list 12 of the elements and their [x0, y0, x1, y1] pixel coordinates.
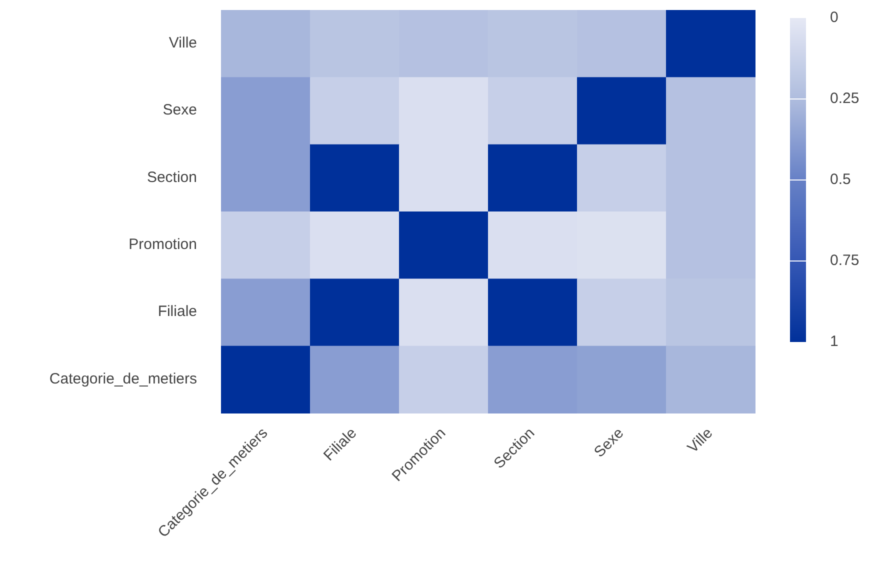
color-bar-label: 0.25	[830, 90, 860, 107]
color-bar-label: 0.5	[830, 170, 851, 188]
x-tick-label: Ville	[684, 424, 716, 456]
color-bar-label: 1	[830, 332, 838, 350]
y-tick-label: Section	[146, 168, 197, 186]
y-tick-label: Promotion	[128, 236, 197, 254]
y-tick-label: Categorie_de_metiers	[49, 370, 197, 388]
color-bar-label: 0.75	[830, 252, 860, 269]
y-tick-label: Filiale	[158, 303, 197, 320]
y-tick-label: Ville	[168, 34, 197, 52]
color-bar-label: 0	[830, 8, 838, 26]
y-tick-label: Sexe	[162, 102, 197, 119]
